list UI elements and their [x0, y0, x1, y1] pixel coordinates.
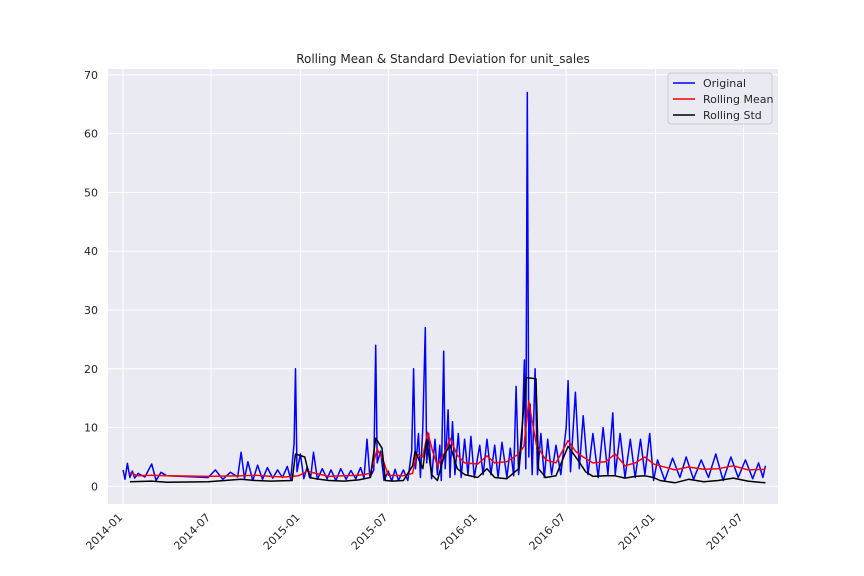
legend-label: Original: [703, 77, 746, 90]
y-tick-label: 60: [84, 128, 98, 141]
y-tick-label: 70: [84, 69, 98, 82]
y-axis-ticks: 0 10 20 30 40 50 60 70: [84, 69, 98, 493]
y-tick-label: 30: [84, 304, 98, 317]
y-tick-label: 50: [84, 186, 98, 199]
legend-label: Rolling Mean: [703, 93, 773, 106]
y-tick-label: 10: [84, 422, 98, 435]
y-tick-label: 20: [84, 363, 98, 376]
y-tick-label: 0: [91, 480, 98, 493]
chart-title: Rolling Mean & Standard Deviation for un…: [296, 52, 590, 66]
series-layer: [122, 91, 767, 484]
y-tick-label: 40: [84, 245, 98, 258]
legend-label: Rolling Std: [703, 109, 762, 122]
plot-area: [108, 69, 778, 504]
series-line-rolling-std: [129, 376, 766, 484]
series-line-rolling-mean: [129, 400, 766, 478]
series-line-original: [122, 91, 767, 482]
legend-box: [667, 72, 773, 125]
legend: Original Rolling Mean Rolling Std: [667, 72, 773, 125]
